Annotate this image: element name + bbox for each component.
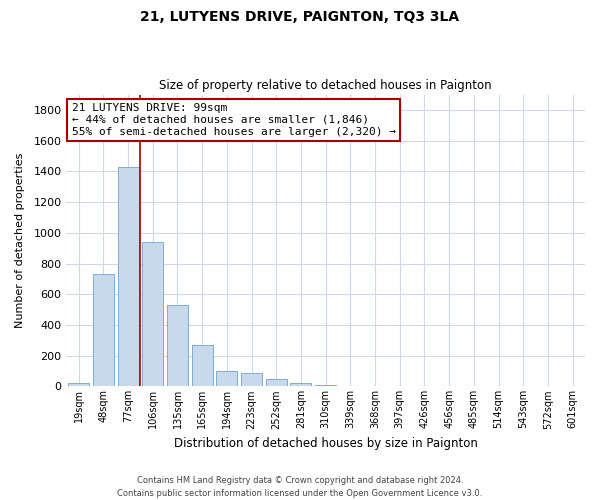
X-axis label: Distribution of detached houses by size in Paignton: Distribution of detached houses by size … xyxy=(174,437,478,450)
Bar xyxy=(191,345,212,387)
Bar xyxy=(266,378,287,386)
Bar xyxy=(167,305,188,386)
Text: 21 LUTYENS DRIVE: 99sqm
← 44% of detached houses are smaller (1,846)
55% of semi: 21 LUTYENS DRIVE: 99sqm ← 44% of detache… xyxy=(71,104,395,136)
Title: Size of property relative to detached houses in Paignton: Size of property relative to detached ho… xyxy=(160,79,492,92)
Bar xyxy=(290,382,311,386)
Text: 21, LUTYENS DRIVE, PAIGNTON, TQ3 3LA: 21, LUTYENS DRIVE, PAIGNTON, TQ3 3LA xyxy=(140,10,460,24)
Bar xyxy=(93,274,114,386)
Text: Contains HM Land Registry data © Crown copyright and database right 2024.
Contai: Contains HM Land Registry data © Crown c… xyxy=(118,476,482,498)
Bar xyxy=(118,166,139,386)
Y-axis label: Number of detached properties: Number of detached properties xyxy=(15,153,25,328)
Bar xyxy=(68,384,89,386)
Bar xyxy=(142,242,163,386)
Bar xyxy=(217,371,238,386)
Bar xyxy=(315,385,336,386)
Bar xyxy=(241,372,262,386)
